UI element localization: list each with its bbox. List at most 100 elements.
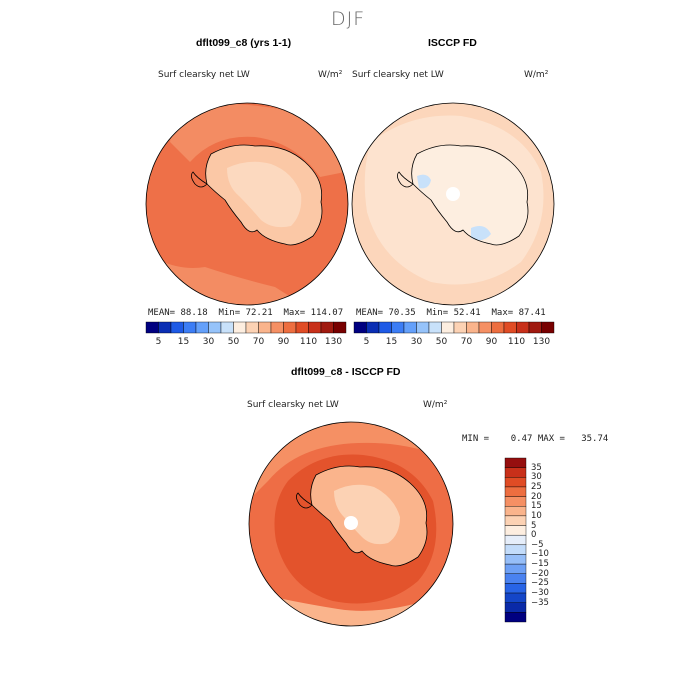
panel1-peninsula <box>191 171 208 188</box>
diff-colorbar-label: 10 <box>531 510 542 521</box>
panel3-minmax: MIN = 0.47 MAX = 35.74 <box>462 434 609 444</box>
diff-colorbar-label: −30 <box>531 588 549 599</box>
panel2-units: W/m² <box>524 70 549 80</box>
diff-colorbar-label: 0 <box>531 530 537 541</box>
panel1-min-value: 72.21 <box>245 308 273 318</box>
panel3-units: W/m² <box>423 400 448 410</box>
panel3-pole-mask <box>344 516 358 530</box>
panel1-map <box>145 102 349 306</box>
colorbar-tick-label: 50 <box>227 337 240 347</box>
colorbar-tick-label: 15 <box>385 337 398 347</box>
colorbar-swatch <box>478 321 492 334</box>
diff-colorbar-label: 5 <box>531 520 537 531</box>
colorbar-swatch <box>391 321 405 334</box>
colorbar-tick-label: 130 <box>532 337 551 347</box>
colorbar-swatch <box>245 321 259 334</box>
colorbar-swatch <box>366 321 380 334</box>
diff-colorbar-swatch <box>504 467 527 478</box>
diff-colorbar-label: −25 <box>531 578 549 589</box>
panel1-colorbar <box>145 321 347 334</box>
colorbar-tick-label: 30 <box>202 337 215 347</box>
colorbar-swatch <box>195 321 209 334</box>
panel2-cold-patch-2 <box>471 226 491 241</box>
diff-colorbar-swatch <box>504 592 527 603</box>
panel3-colorbar <box>504 457 527 623</box>
colorbar-tick-label: 110 <box>299 337 318 347</box>
colorbar-swatch <box>333 321 347 334</box>
diff-colorbar-swatch <box>504 573 527 584</box>
diff-colorbar-swatch <box>504 612 527 623</box>
panel2-colorbar <box>353 321 555 334</box>
panel1-colorbar-ticks: 5 15 30 50 70 90 110 130 <box>146 337 346 349</box>
panel2-peninsula <box>397 171 414 188</box>
colorbar-swatch <box>453 321 467 334</box>
page-title: DJF <box>331 8 366 30</box>
panel2-colorbar-ticks: 5 15 30 50 70 90 110 130 <box>354 337 554 349</box>
diff-colorbar-swatch <box>504 486 527 497</box>
colorbar-tick-label: 110 <box>507 337 526 347</box>
diff-colorbar-swatch <box>504 506 527 517</box>
colorbar-swatch <box>270 321 284 334</box>
diff-colorbar-label: −20 <box>531 568 549 579</box>
colorbar-swatch <box>378 321 392 334</box>
panel1-max-value: 114.07 <box>310 308 344 318</box>
colorbar-tick-label: 5 <box>155 337 162 347</box>
colorbar-tick-label: 15 <box>177 337 190 347</box>
colorbar-swatch <box>416 321 430 334</box>
panel1-coastline <box>205 144 323 246</box>
colorbar-swatch <box>403 321 417 334</box>
colorbar-tick-label: 90 <box>277 337 290 347</box>
colorbar-swatch <box>233 321 247 334</box>
colorbar-swatch <box>208 321 222 334</box>
colorbar-swatch <box>158 321 172 334</box>
panel2-title: ISCCP FD <box>428 37 477 49</box>
panel3-map <box>248 421 454 627</box>
panel1-min-label: Min= <box>218 308 241 318</box>
colorbar-tick-label: 130 <box>324 337 343 347</box>
panel1-mean-label: MEAN= <box>148 308 176 318</box>
colorbar-tick-label: 70 <box>460 337 473 347</box>
diff-colorbar-label: 35 <box>531 462 542 473</box>
diff-colorbar-swatch <box>504 515 527 526</box>
diff-colorbar-label: −5 <box>531 539 544 550</box>
panel2-mean-value: 70.35 <box>388 308 416 318</box>
colorbar-swatch <box>320 321 334 334</box>
panel1-mean-value: 88.18 <box>180 308 208 318</box>
panel2-map <box>351 102 555 306</box>
colorbar-swatch <box>528 321 542 334</box>
colorbar-swatch <box>308 321 322 334</box>
panel2-stats: MEAN= 70.35 Min= 52.41 Max= 87.41 <box>356 308 546 318</box>
panel2-max-value: 87.41 <box>518 308 546 318</box>
colorbar-tick-label: 30 <box>410 337 423 347</box>
panel3-variable-label: Surf clearsky net LW <box>247 400 339 410</box>
diff-colorbar-label: 25 <box>531 481 542 492</box>
diff-colorbar-swatch <box>504 583 527 594</box>
panel2-min-value: 52.41 <box>453 308 481 318</box>
diff-colorbar-swatch <box>504 525 527 536</box>
colorbar-swatch <box>258 321 272 334</box>
colorbar-swatch <box>491 321 505 334</box>
diff-colorbar-swatch <box>504 602 527 613</box>
colorbar-swatch <box>353 321 367 334</box>
panel3-peninsula <box>296 492 313 509</box>
panel1-title: dflt099_c8 (yrs 1-1) <box>196 37 292 49</box>
panel1-land-interior <box>227 161 302 228</box>
diff-colorbar-swatch <box>504 534 527 546</box>
diff-colorbar-swatch <box>504 457 527 468</box>
panel1-warm-band <box>170 103 345 177</box>
panel1-units: W/m² <box>318 70 343 80</box>
colorbar-swatch <box>541 321 555 334</box>
diff-colorbar-label: −15 <box>531 559 549 570</box>
colorbar-swatch <box>145 321 159 334</box>
panel2-cold-patch-1 <box>417 174 431 189</box>
diff-colorbar-label: 15 <box>531 501 542 512</box>
panel2-pole-mask <box>446 187 460 201</box>
panel1-stats: MEAN= 88.18 Min= 72.21 Max= 114.07 <box>148 308 343 318</box>
panel3-title: dflt099_c8 - ISCCP FD <box>291 366 401 378</box>
panel2-coastline <box>411 144 529 246</box>
colorbar-swatch <box>503 321 517 334</box>
colorbar-tick-label: 5 <box>363 337 370 347</box>
diff-colorbar-label: 20 <box>531 491 542 502</box>
panel3-outer-band <box>249 422 453 501</box>
colorbar-swatch <box>170 321 184 334</box>
